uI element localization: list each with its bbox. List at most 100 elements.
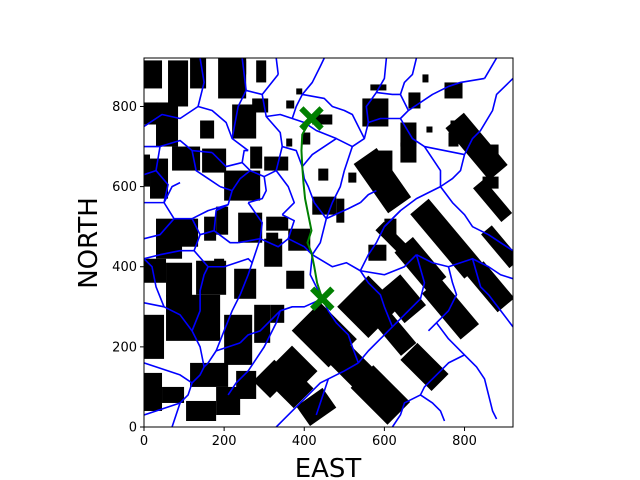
y-tick-label: 800 — [112, 100, 137, 115]
obstacle-41 — [368, 244, 387, 261]
x-tick-label: 200 — [212, 434, 237, 449]
y-axis-ticks: 0 200 400 600 800 — [112, 100, 144, 436]
obstacle-block-0 — [410, 198, 483, 279]
y-tick-label: 0 — [129, 421, 137, 436]
obstacle-block-18 — [473, 179, 513, 223]
obstacle-block-10 — [274, 345, 318, 389]
graph-edge-19 — [144, 218, 175, 240]
obstacle-block-6 — [378, 274, 427, 324]
graph-edge-27 — [287, 237, 313, 256]
obstacle-block-16 — [400, 342, 449, 391]
obstacle-38 — [288, 228, 311, 251]
graph-edge-16 — [219, 169, 251, 192]
graph-edge-43 — [439, 186, 513, 252]
graph-edge-70 — [301, 137, 353, 168]
graph-edge-33 — [343, 94, 410, 171]
x-tick-label: 400 — [292, 434, 317, 449]
graph-edge-layer — [144, 58, 513, 427]
graph-edge-38 — [483, 58, 498, 79]
plot-frame — [143, 57, 514, 428]
graph-edge-13 — [249, 146, 284, 178]
graph-edge-36 — [399, 58, 418, 95]
obstacle-36 — [264, 238, 283, 267]
obstacle-block-2 — [466, 261, 513, 313]
obstacle-32 — [166, 262, 193, 297]
y-tick-label: 200 — [112, 340, 137, 355]
obstacle-20 — [286, 138, 293, 147]
graph-edge-23 — [213, 203, 229, 231]
planned-path-layer — [300, 117, 324, 300]
obstacle-block-19 — [353, 147, 412, 214]
graph-edge-53 — [239, 298, 323, 344]
obstacle-27 — [216, 206, 229, 235]
obstacle-25 — [176, 218, 199, 247]
graph-edge-22 — [199, 229, 239, 244]
graph-edge-61 — [191, 250, 209, 332]
graph-edge-17 — [191, 190, 233, 220]
graph-edge-40 — [463, 77, 513, 155]
obstacle-15 — [224, 170, 261, 201]
obstacle-19 — [296, 88, 303, 95]
obstacle-59 — [400, 142, 417, 163]
graph-edge-4 — [275, 58, 280, 75]
graph-edge-39 — [375, 58, 388, 93]
goal-marker — [299, 106, 324, 131]
graph-edge-0 — [144, 105, 249, 152]
obstacle-54 — [216, 386, 241, 415]
graph-edge-67 — [315, 378, 330, 416]
obstacle-block-17 — [445, 112, 508, 181]
graph-edge-9 — [144, 169, 169, 203]
graph-edge-46 — [427, 266, 458, 332]
graph-edge-29 — [325, 201, 361, 220]
obstacle-22 — [302, 132, 311, 145]
obstacle-37 — [286, 270, 305, 289]
obstacle-26 — [204, 216, 217, 241]
obstacle-66 — [422, 74, 429, 83]
obstacle-57 — [448, 132, 459, 147]
graph-edge-55 — [191, 342, 241, 384]
obstacle-16 — [250, 146, 263, 169]
graph-edge-32 — [359, 189, 377, 204]
graph-edge-14 — [275, 170, 296, 216]
obstacle-46 — [190, 362, 229, 387]
obstacle-53 — [186, 400, 217, 421]
graph-edge-7 — [155, 146, 161, 171]
graph-edge-12 — [241, 149, 249, 163]
graph-edge-58 — [144, 402, 181, 416]
obstacle-1 — [168, 60, 189, 107]
graph-edge-54 — [227, 310, 281, 396]
graph-edge-11 — [211, 151, 251, 172]
marker-layer — [299, 106, 335, 312]
obstacle-44 — [144, 314, 165, 359]
obstacle-17 — [264, 156, 289, 171]
obstacle-7 — [156, 102, 179, 147]
graph-edge-50 — [420, 394, 446, 422]
obstacle-block-1 — [394, 237, 447, 293]
obstacle-43 — [348, 172, 357, 183]
obstacle-40 — [336, 198, 345, 223]
graph-edge-8 — [191, 150, 221, 188]
graph-edge-1 — [197, 58, 205, 107]
graph-edge-3 — [241, 58, 247, 91]
obstacle-block-14 — [350, 365, 411, 425]
x-tick-label: 600 — [372, 434, 397, 449]
planned-path — [300, 117, 324, 300]
graph-edge-64 — [359, 210, 401, 272]
y-tick-label: 600 — [112, 180, 137, 195]
obstacle-18 — [286, 100, 295, 109]
graph-edge-25 — [247, 202, 263, 239]
x-axis-ticks: 0 200 400 600 800 — [140, 427, 477, 449]
obstacle-52 — [162, 386, 185, 403]
graph-edge-51 — [275, 362, 359, 427]
obstacle-block-12 — [253, 359, 292, 399]
y-axis-title: NORTH — [74, 197, 104, 289]
obstacle-block-13 — [296, 387, 337, 427]
graph-edge-28 — [311, 170, 346, 256]
obstacle-block-4 — [421, 278, 480, 340]
graph-edge-65 — [423, 146, 442, 187]
graph-edge-63 — [144, 258, 165, 308]
obstacle-21 — [312, 114, 333, 125]
obstacle-29 — [266, 216, 289, 231]
obstacle-47 — [224, 314, 253, 365]
